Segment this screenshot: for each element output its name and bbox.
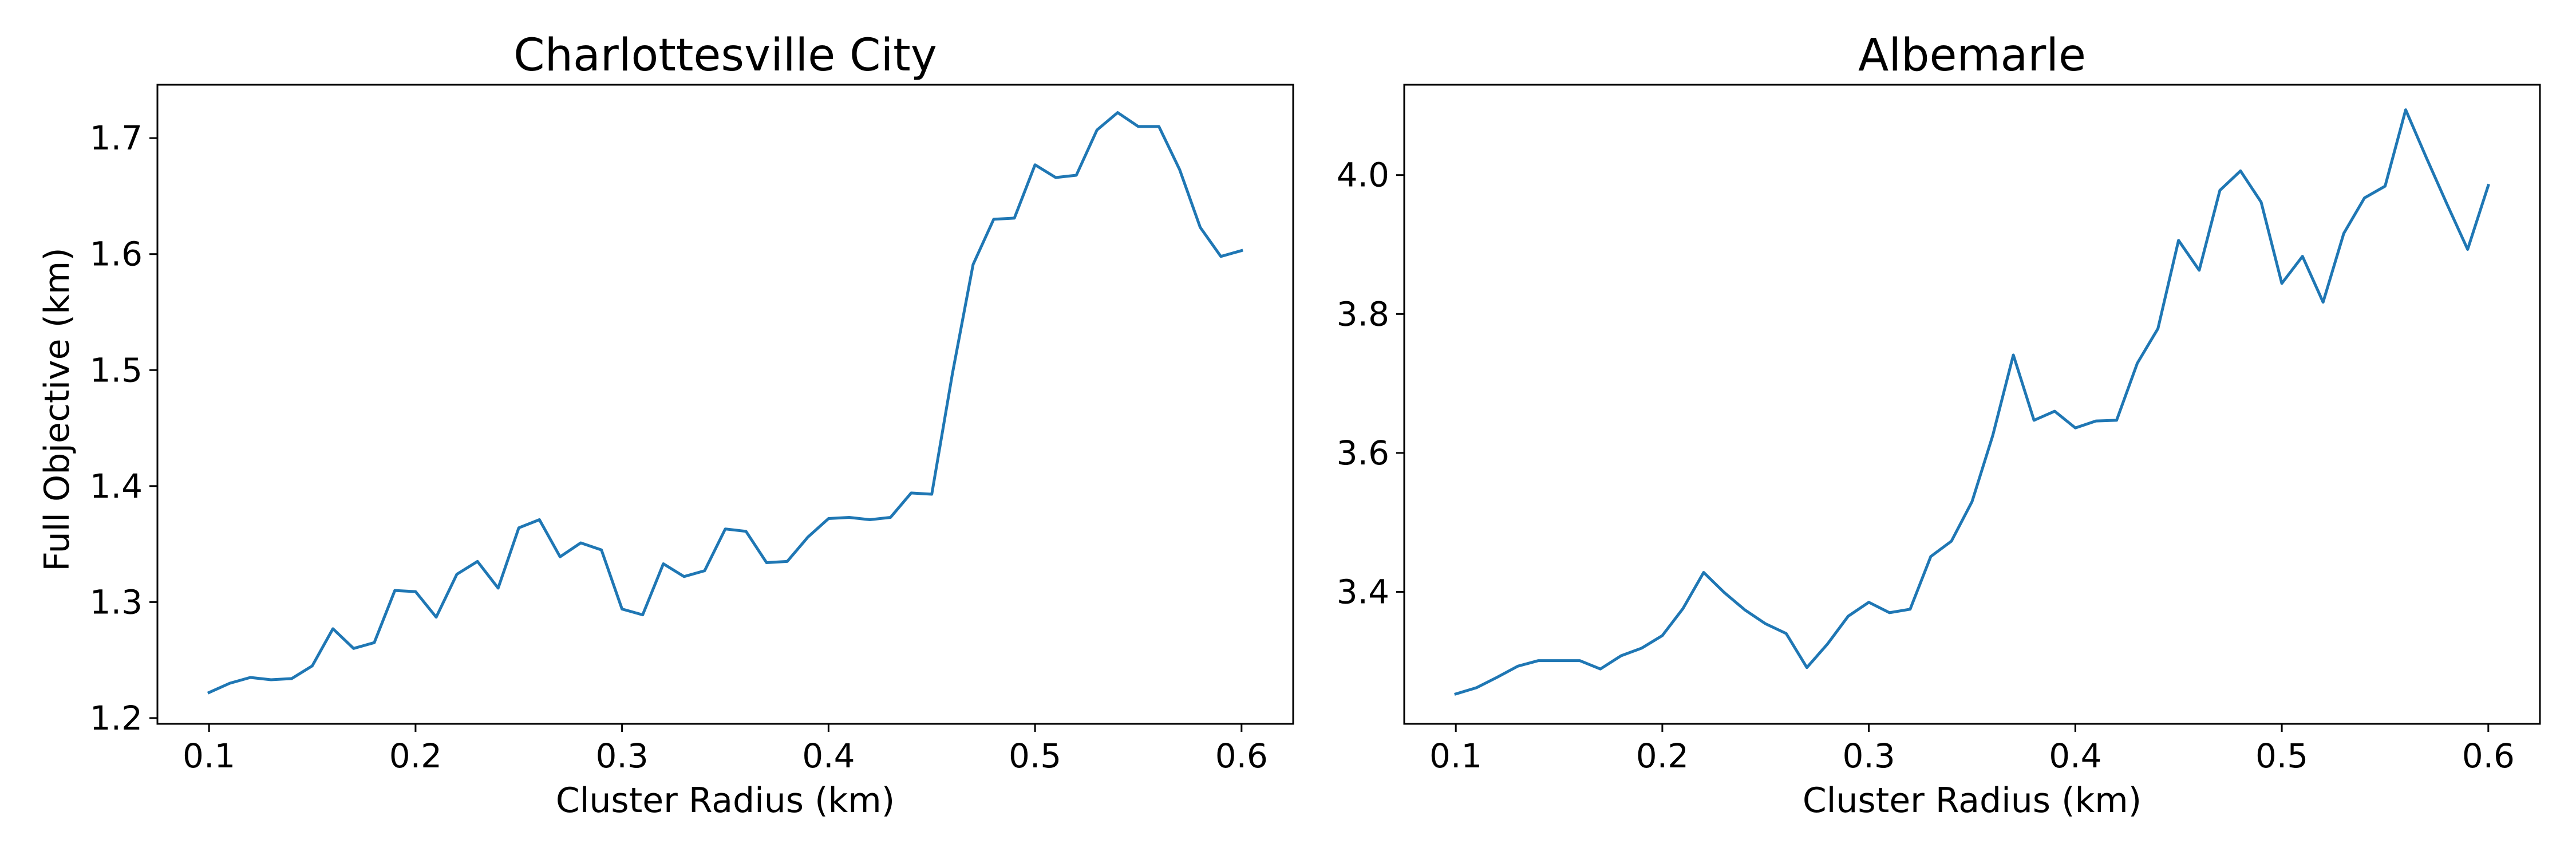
chart-left-title: Charlottesville City xyxy=(513,30,937,81)
chart-left-xlabel: Cluster Radius (km) xyxy=(556,781,895,821)
chart-left-plot: 0.1 0.2 0.3 0.4 0.5 0.6 1.2 1.3 1.4 1.5 1.6 1.7 xyxy=(90,84,1294,775)
chart-left-x-tick-label: 0.5 xyxy=(1009,736,1061,775)
chart-left-y-tick-label: 1.7 xyxy=(90,119,143,157)
chart-right-x-tick-label: 0.2 xyxy=(1636,736,1689,775)
chart-right: Albemarle Cluster Radius (km) 0.1 0.2 0.3 0… xyxy=(1337,30,2541,821)
chart-right-x-tick-label: 0.4 xyxy=(2049,736,2101,775)
chart-left-y-tick-label: 1.3 xyxy=(90,582,143,621)
chart-right-axes-frame xyxy=(1403,84,2541,725)
chart-right-title: Albemarle xyxy=(1858,30,2086,81)
chart-left-x-tick-label: 0.4 xyxy=(802,736,855,775)
chart-right-x-tick-label: 0.3 xyxy=(1843,736,1895,775)
chart-left-y-tick-label: 1.2 xyxy=(90,699,143,738)
chart-left-y-tick-label: 1.4 xyxy=(90,467,143,506)
chart-right-x-tick-label: 0.1 xyxy=(1429,736,1482,775)
chart-left-ylabel: Full Objective (km) xyxy=(37,247,77,571)
chart-left-series-line xyxy=(207,111,1243,695)
chart-right-y-tick-label: 3.4 xyxy=(1337,573,1389,612)
chart-left-x-tick-label: 0.2 xyxy=(389,736,442,775)
chart-left-y-tick-label: 1.5 xyxy=(90,350,143,389)
chart-right-x-tick-label: 0.5 xyxy=(2255,736,2308,775)
chart-right-series-line xyxy=(1454,108,2490,696)
chart-left-x-tick-label: 0.6 xyxy=(1215,736,1268,775)
chart-right-y-tick-label: 3.6 xyxy=(1337,434,1389,472)
chart-left-axes-frame xyxy=(156,84,1294,725)
chart-right-y-tick-label: 4.0 xyxy=(1337,156,1389,195)
chart-right-plot: 0.1 0.2 0.3 0.4 0.5 0.6 3.4 3.6 3.8 4.0 xyxy=(1337,84,2541,775)
chart-left: Charlottesville City Cluster Radius (km)… xyxy=(37,30,1294,821)
chart-right-xlabel: Cluster Radius (km) xyxy=(1803,781,2142,821)
chart-right-y-tick-label: 3.8 xyxy=(1337,294,1389,333)
chart-left-x-tick-label: 0.3 xyxy=(596,736,649,775)
chart-left-y-tick-label: 1.6 xyxy=(90,235,143,274)
chart-right-x-tick-label: 0.6 xyxy=(2462,736,2515,775)
chart-left-x-tick-label: 0.1 xyxy=(183,736,235,775)
